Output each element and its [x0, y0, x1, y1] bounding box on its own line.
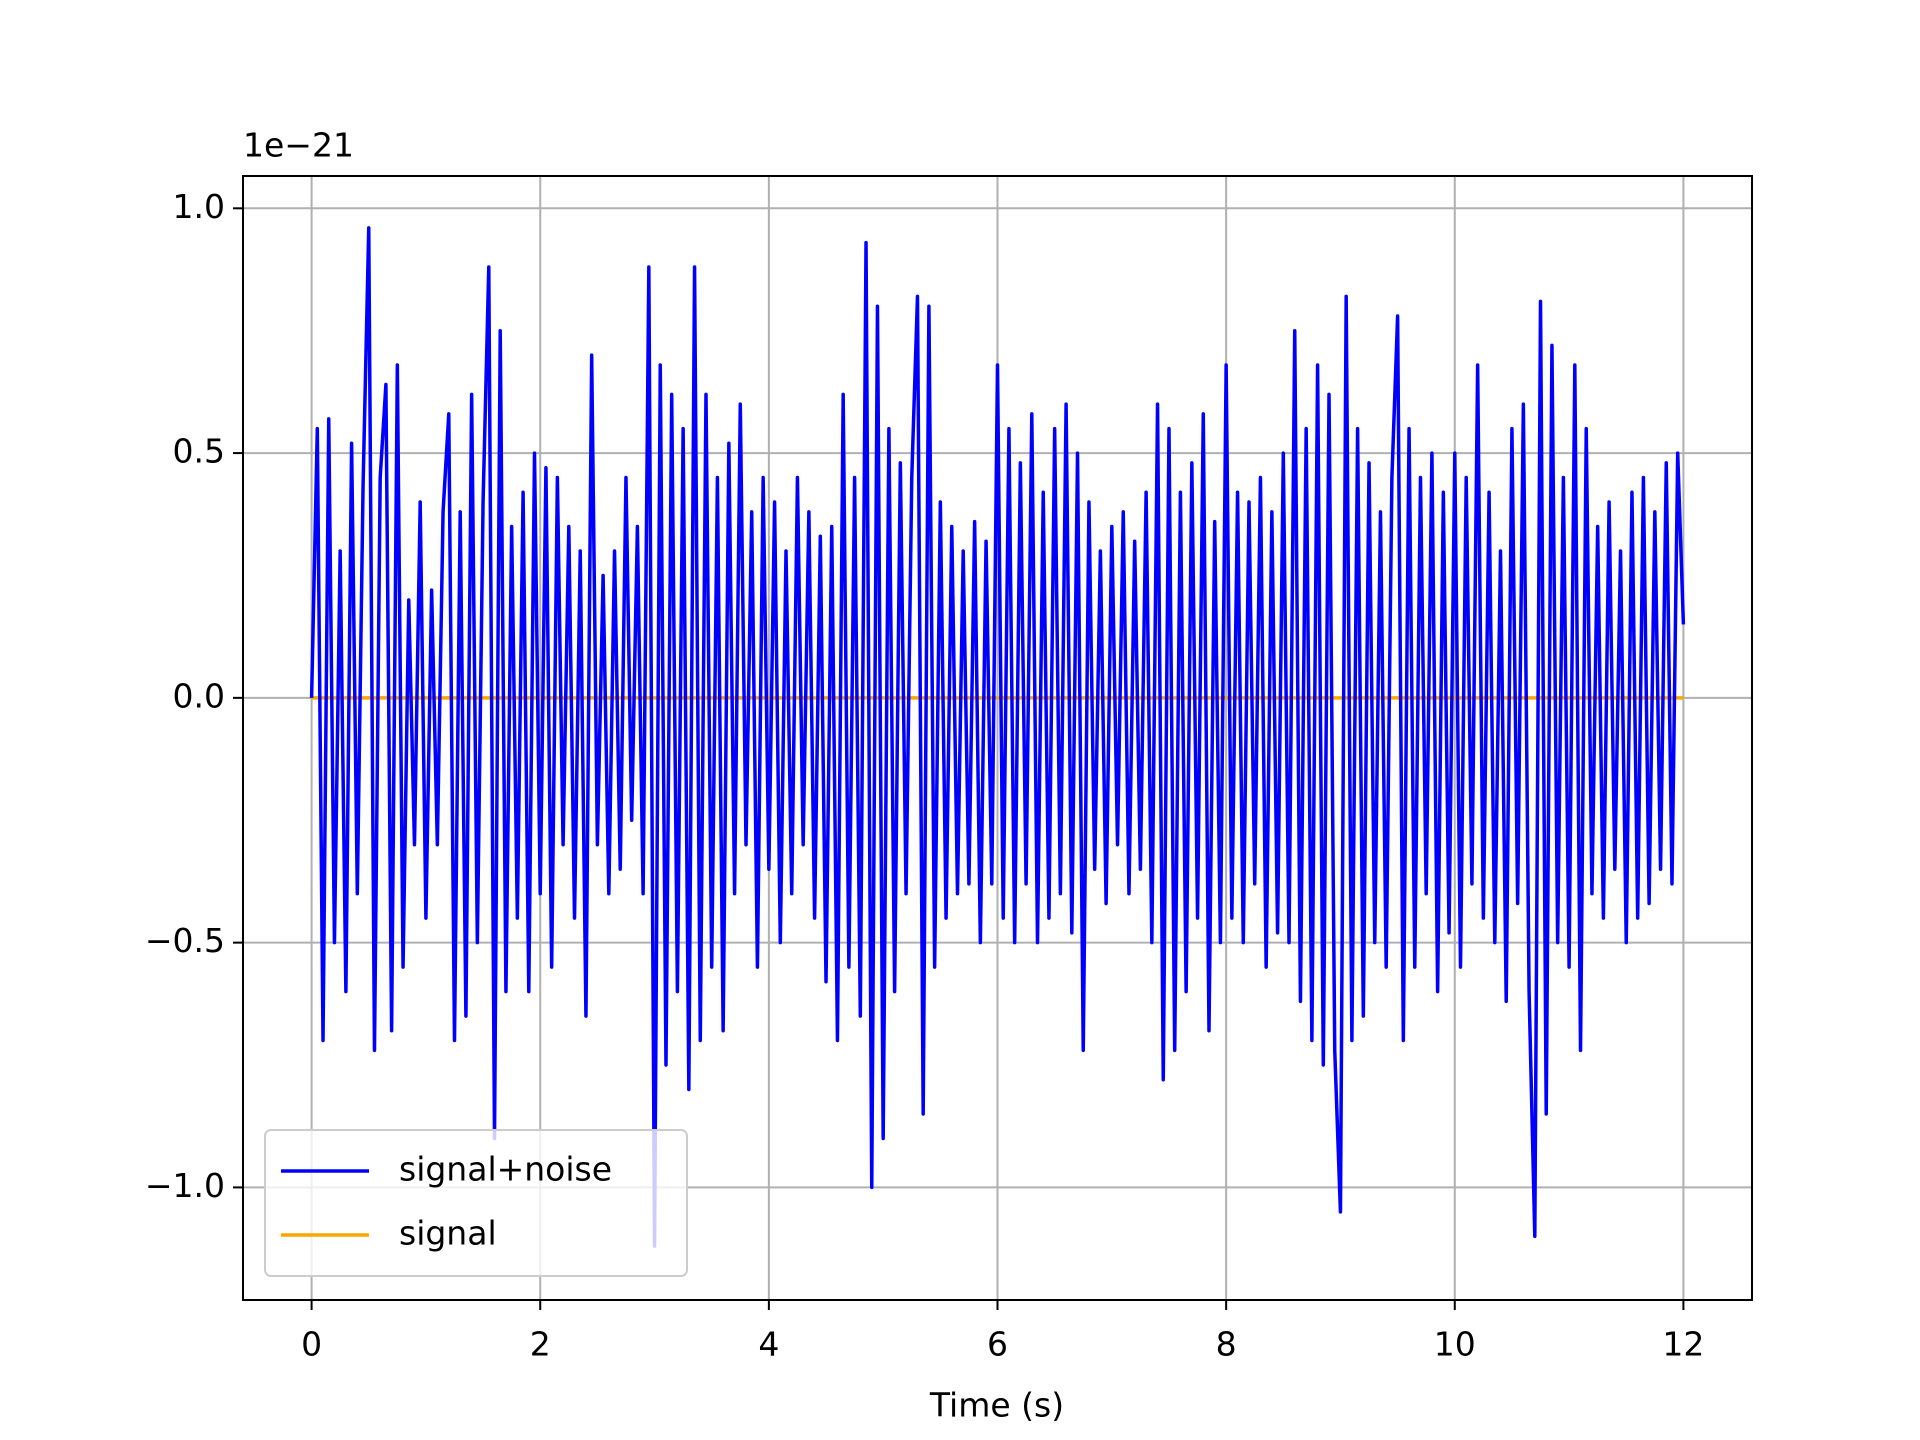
axes-frame [242, 175, 1753, 1301]
y-tick-label: 1.0 [173, 187, 225, 226]
legend-label: signal+noise [399, 1150, 612, 1189]
y-tick-label: −1.0 [145, 1166, 225, 1205]
x-tick-label: 2 [530, 1325, 551, 1364]
y-tick-label: −0.5 [145, 921, 225, 960]
legend-box [264, 1129, 688, 1277]
x-tick-label: 8 [1216, 1325, 1237, 1364]
offset-text: 1e−21 [243, 126, 354, 165]
y-tick-label: 0.5 [173, 432, 225, 471]
x-tick-label: 0 [301, 1325, 322, 1364]
y-tick-label: 0.0 [173, 676, 225, 715]
x-axis-label: Time (s) [929, 1386, 1064, 1425]
x-tick-label: 12 [1662, 1325, 1704, 1364]
x-tick-label: 10 [1434, 1325, 1476, 1364]
series-line [309, 226, 1686, 1248]
x-tick-label: 4 [758, 1325, 779, 1364]
x-tick-label: 6 [987, 1325, 1008, 1364]
legend-label: signal [399, 1214, 497, 1253]
